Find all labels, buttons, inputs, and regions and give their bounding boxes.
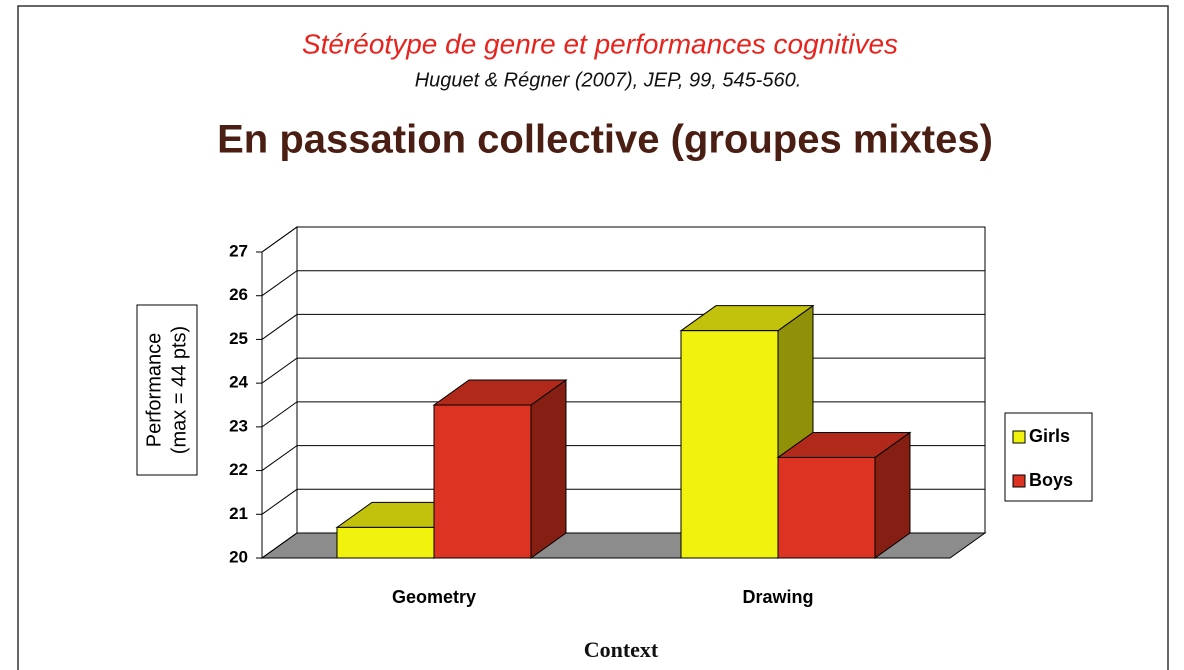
grid-line (261, 226, 985, 253)
y-tick-label: 25 (229, 329, 248, 348)
y-tick-label: 23 (229, 416, 248, 435)
legend-label: Boys (1029, 470, 1073, 490)
bar-side (530, 379, 567, 559)
y-tick-label: 24 (229, 373, 248, 392)
bar (433, 404, 532, 559)
y-label-box (136, 304, 198, 476)
bar (777, 456, 876, 559)
y-tick-label: 27 (229, 241, 248, 260)
bar (336, 526, 435, 559)
x-axis-label: Context (584, 637, 659, 662)
title: Stéréotype de genre et performances cogn… (302, 28, 898, 59)
y-tick-label: 22 (229, 460, 248, 479)
side-wall (261, 226, 298, 559)
legend-swatch (1012, 474, 1026, 488)
legend-swatch (1012, 430, 1026, 444)
x-tick-label: Geometry (392, 587, 476, 607)
subtitle: Huguet & Régner (2007), JEP, 99, 545-560… (415, 69, 802, 91)
y-axis-label: Performance (143, 333, 165, 448)
y-axis-label: (max = 44 pts) (168, 326, 190, 454)
y-tick-label: 26 (229, 285, 248, 304)
y-tick-label: 20 (229, 547, 248, 566)
heading: En passation collective (groupes mixtes) (217, 118, 993, 162)
legend-label: Girls (1029, 426, 1070, 446)
grid-line (261, 270, 985, 297)
x-tick-label: Drawing (742, 587, 813, 607)
bar (680, 330, 779, 559)
y-tick-label: 21 (229, 504, 248, 523)
